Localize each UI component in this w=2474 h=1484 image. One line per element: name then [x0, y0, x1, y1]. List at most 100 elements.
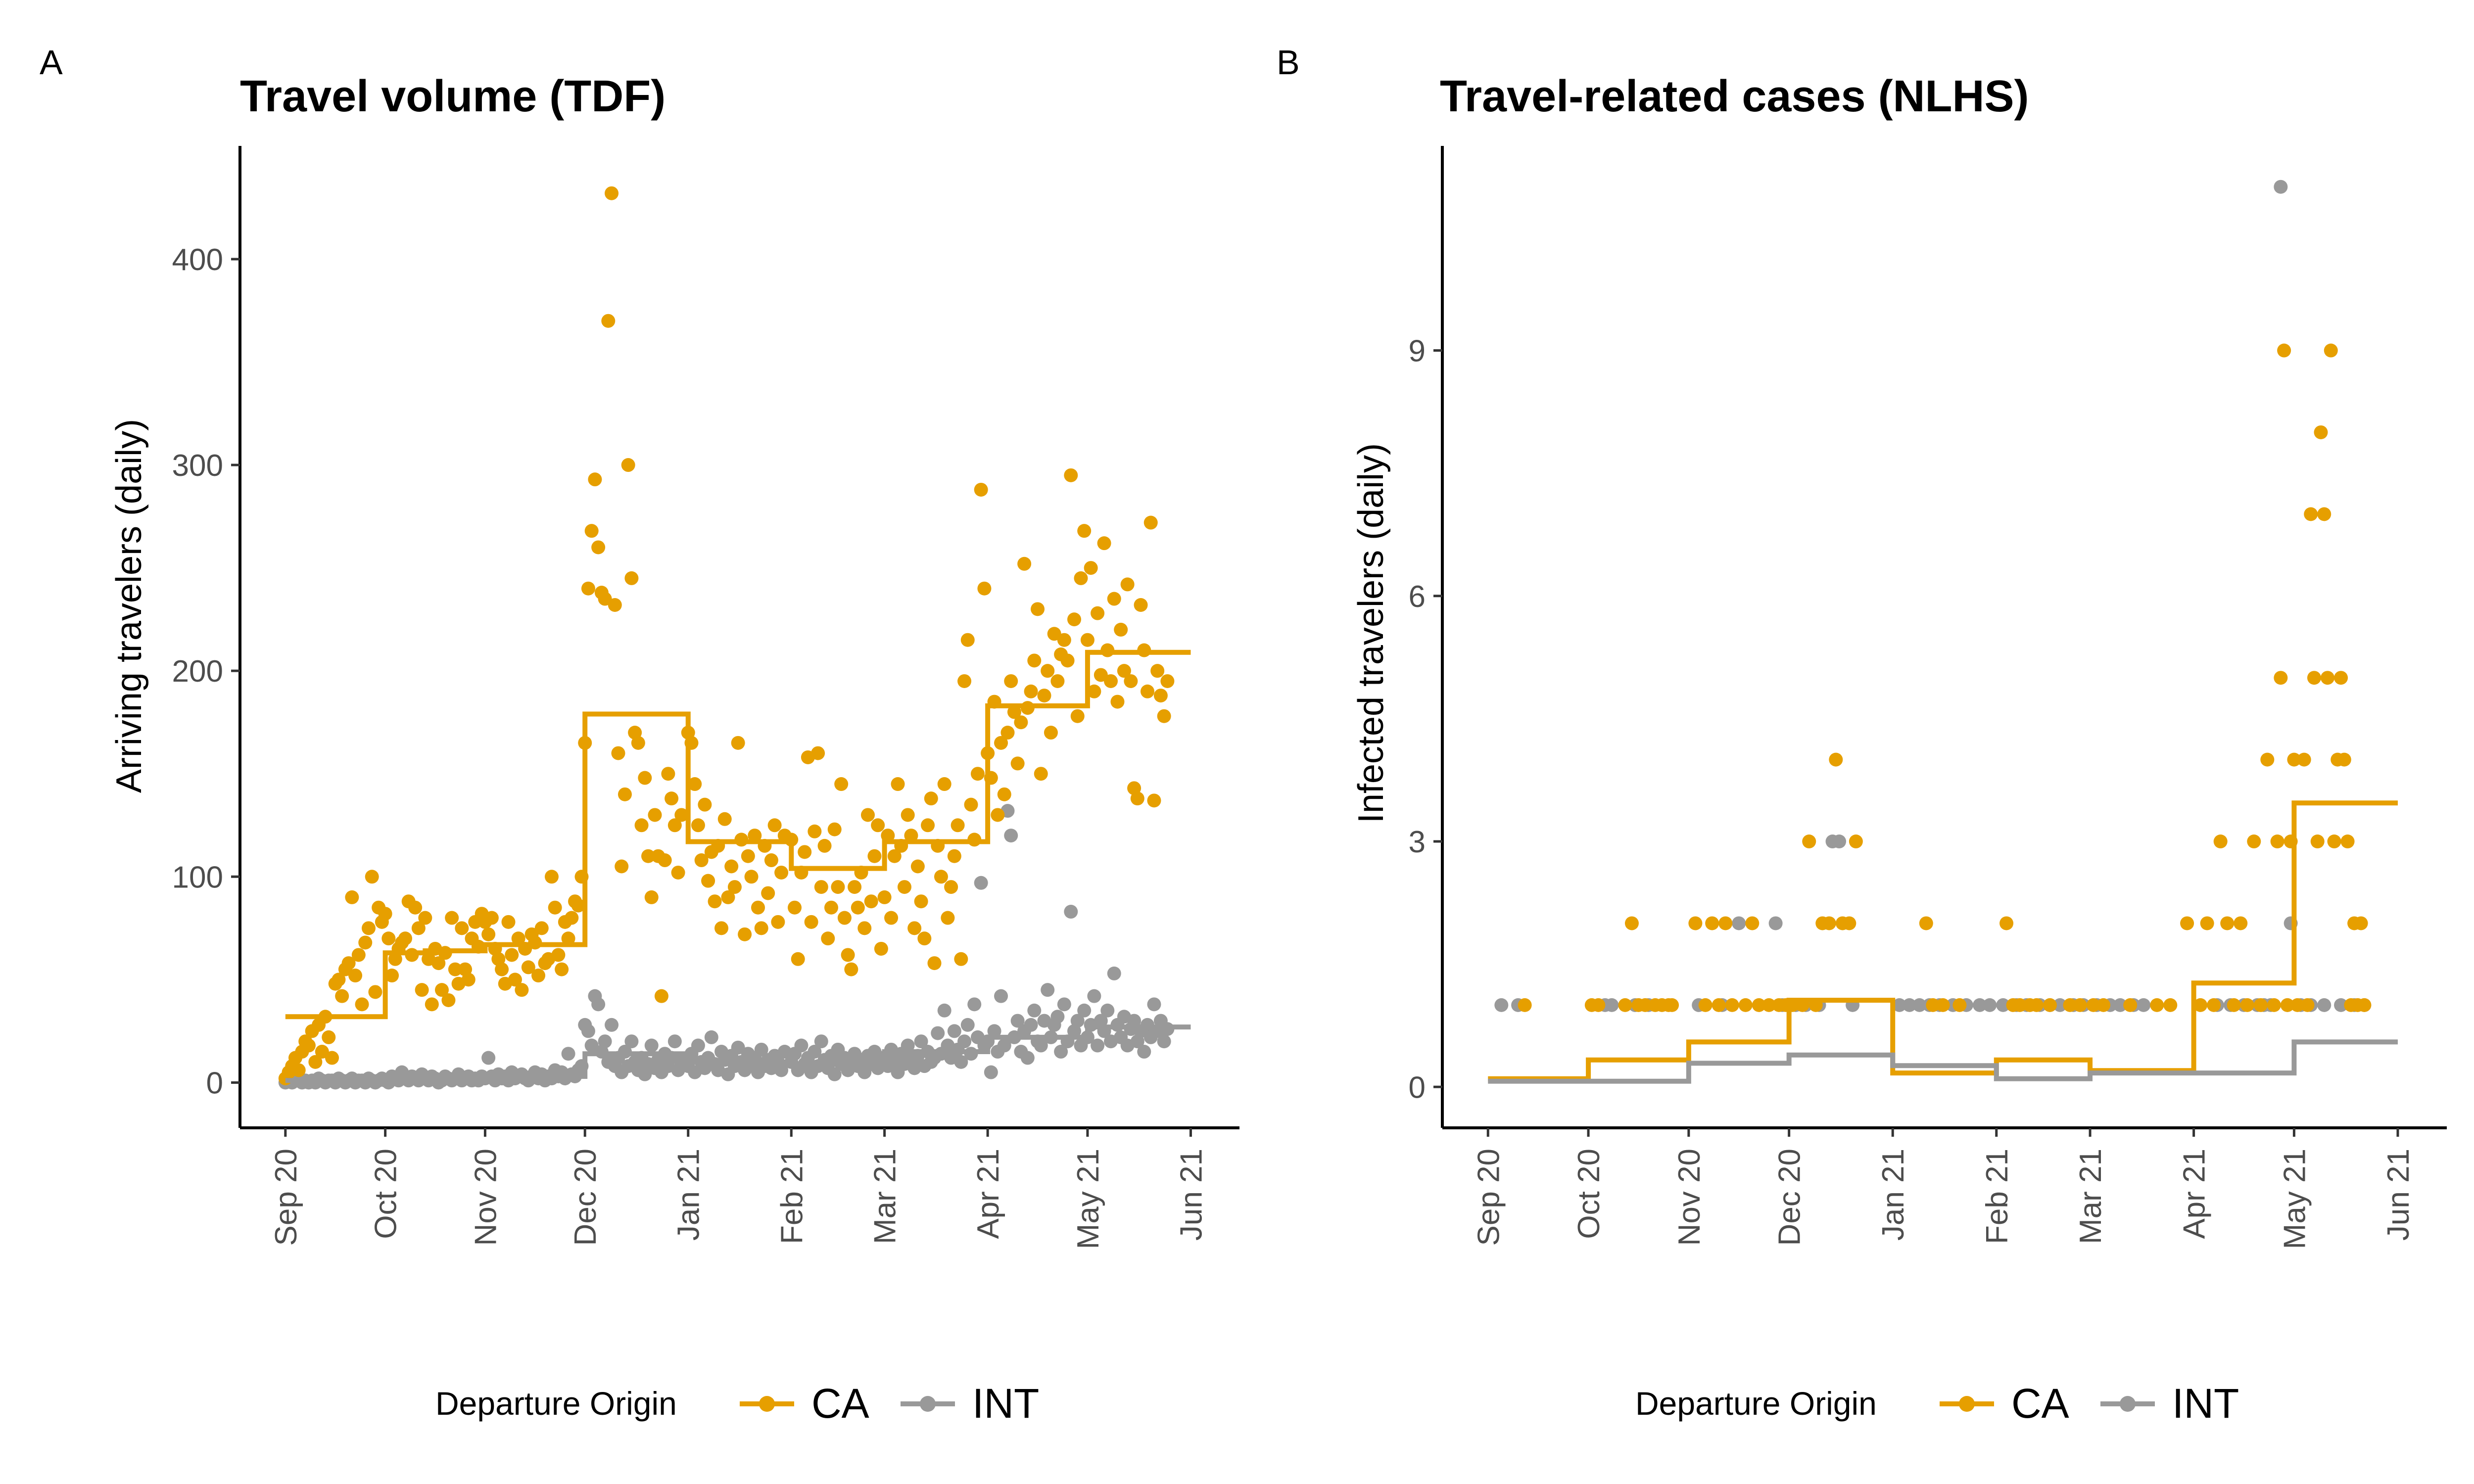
data-point-ca	[1064, 468, 1078, 482]
data-point-ca	[501, 915, 516, 929]
data-point-int	[605, 1018, 619, 1032]
data-point-ca	[808, 824, 822, 838]
data-point-int	[561, 1047, 575, 1061]
data-point-ca	[910, 859, 925, 874]
data-point-ca	[1919, 916, 1933, 930]
data-point-ca	[837, 911, 852, 925]
data-point-int	[1832, 835, 1847, 849]
data-point-ca	[2220, 916, 2235, 930]
data-point-int	[1137, 1045, 1151, 1059]
data-point-ca	[821, 931, 835, 946]
step-line-int	[1488, 1039, 2398, 1084]
y-tick-label: 0	[1409, 1070, 1426, 1105]
data-point-ca	[1057, 633, 1071, 647]
data-point-int	[997, 1038, 1011, 1053]
data-point-ca	[531, 969, 546, 983]
data-point-ca	[867, 849, 882, 863]
data-point-ca	[1705, 916, 1719, 930]
data-point-ca	[2334, 671, 2348, 685]
data-point-ca	[851, 900, 865, 915]
data-point-ca	[817, 838, 832, 853]
data-point-ca	[2029, 998, 2044, 1012]
data-point-ca	[1665, 998, 1679, 1012]
data-point-ca	[581, 581, 595, 596]
data-point-ca	[2200, 916, 2214, 930]
data-point-ca	[2337, 752, 2351, 767]
data-point-ca	[957, 674, 972, 688]
data-point-int	[1892, 998, 1906, 1012]
data-point-ca	[2180, 916, 2194, 930]
data-point-ca	[461, 973, 476, 987]
data-point-int	[994, 989, 1008, 1003]
data-point-int	[598, 1034, 612, 1049]
data-point-ca	[708, 894, 722, 909]
data-point-ca	[970, 767, 985, 781]
data-point-ca	[534, 921, 549, 935]
data-point-ca	[904, 829, 918, 843]
data-point-int	[931, 1026, 945, 1040]
data-point-ca	[947, 849, 961, 863]
data-point-int	[1070, 1014, 1085, 1028]
data-point-int	[584, 1038, 599, 1053]
legend-label-int: INT	[972, 1380, 1039, 1427]
data-point-ca	[291, 1063, 306, 1077]
data-point-ca	[325, 1051, 339, 1065]
data-point-ca	[658, 853, 672, 868]
data-point-int	[1020, 1051, 1035, 1065]
data-point-ca	[1044, 726, 1058, 740]
data-point-ca	[1618, 998, 1632, 1012]
data-point-ca	[977, 581, 992, 596]
data-point-ca	[2260, 752, 2275, 767]
data-point-ca	[671, 865, 685, 880]
data-point-ca	[827, 822, 842, 836]
data-point-ca	[1091, 606, 1105, 620]
data-point-ca	[721, 890, 735, 904]
data-point-ca	[2086, 998, 2100, 1012]
data-point-ca	[891, 777, 905, 791]
data-point-ca	[731, 736, 745, 750]
data-point-ca	[951, 818, 965, 833]
data-point-ca	[415, 983, 429, 997]
data-point-ca	[638, 771, 652, 785]
y-tick-label: 9	[1409, 334, 1426, 369]
data-point-ca	[661, 767, 675, 781]
x-tick-label: Jan 21	[1876, 1149, 1910, 1241]
data-point-ca	[921, 818, 935, 833]
x-tick-label: Jun 21	[1174, 1149, 1208, 1241]
data-point-ca	[1014, 715, 1028, 730]
data-point-int	[481, 1051, 496, 1065]
data-point-ca	[411, 921, 426, 935]
data-point-ca	[937, 777, 952, 791]
data-point-ca	[2340, 835, 2355, 849]
data-point-ca	[1050, 674, 1065, 688]
data-point-ca	[741, 849, 755, 863]
data-point-ca	[1688, 916, 1703, 930]
data-point-ca	[1926, 998, 1940, 1012]
data-point-int	[1107, 966, 1121, 980]
data-point-ca	[648, 808, 662, 822]
data-point-ca	[1130, 791, 1144, 806]
data-point-ca	[1060, 653, 1075, 668]
data-point-ca	[1141, 684, 1155, 698]
data-point-int	[827, 1067, 842, 1081]
data-point-int	[1972, 998, 1987, 1012]
data-point-ca	[857, 921, 872, 935]
data-point-ca	[348, 969, 363, 983]
data-point-ca	[1031, 602, 1045, 616]
legend: Departure Origin CA INT	[435, 1380, 1039, 1427]
y-tick-label: 0	[206, 1066, 223, 1100]
data-point-int	[967, 997, 982, 1012]
data-point-ca	[1120, 577, 1135, 592]
data-point-ca	[1153, 689, 1168, 703]
data-point-ca	[425, 997, 439, 1012]
data-point-int	[814, 1034, 828, 1049]
x-tick-label: Apr 21	[971, 1149, 1005, 1239]
data-point-ca	[2327, 835, 2341, 849]
data-point-ca	[1822, 916, 1836, 930]
data-point-ca	[798, 845, 812, 859]
data-point-int	[1157, 1034, 1171, 1049]
data-point-ca	[1762, 998, 1776, 1012]
data-point-ca	[748, 829, 762, 843]
step-line-ca	[285, 649, 1191, 1020]
data-point-ca	[591, 540, 606, 555]
